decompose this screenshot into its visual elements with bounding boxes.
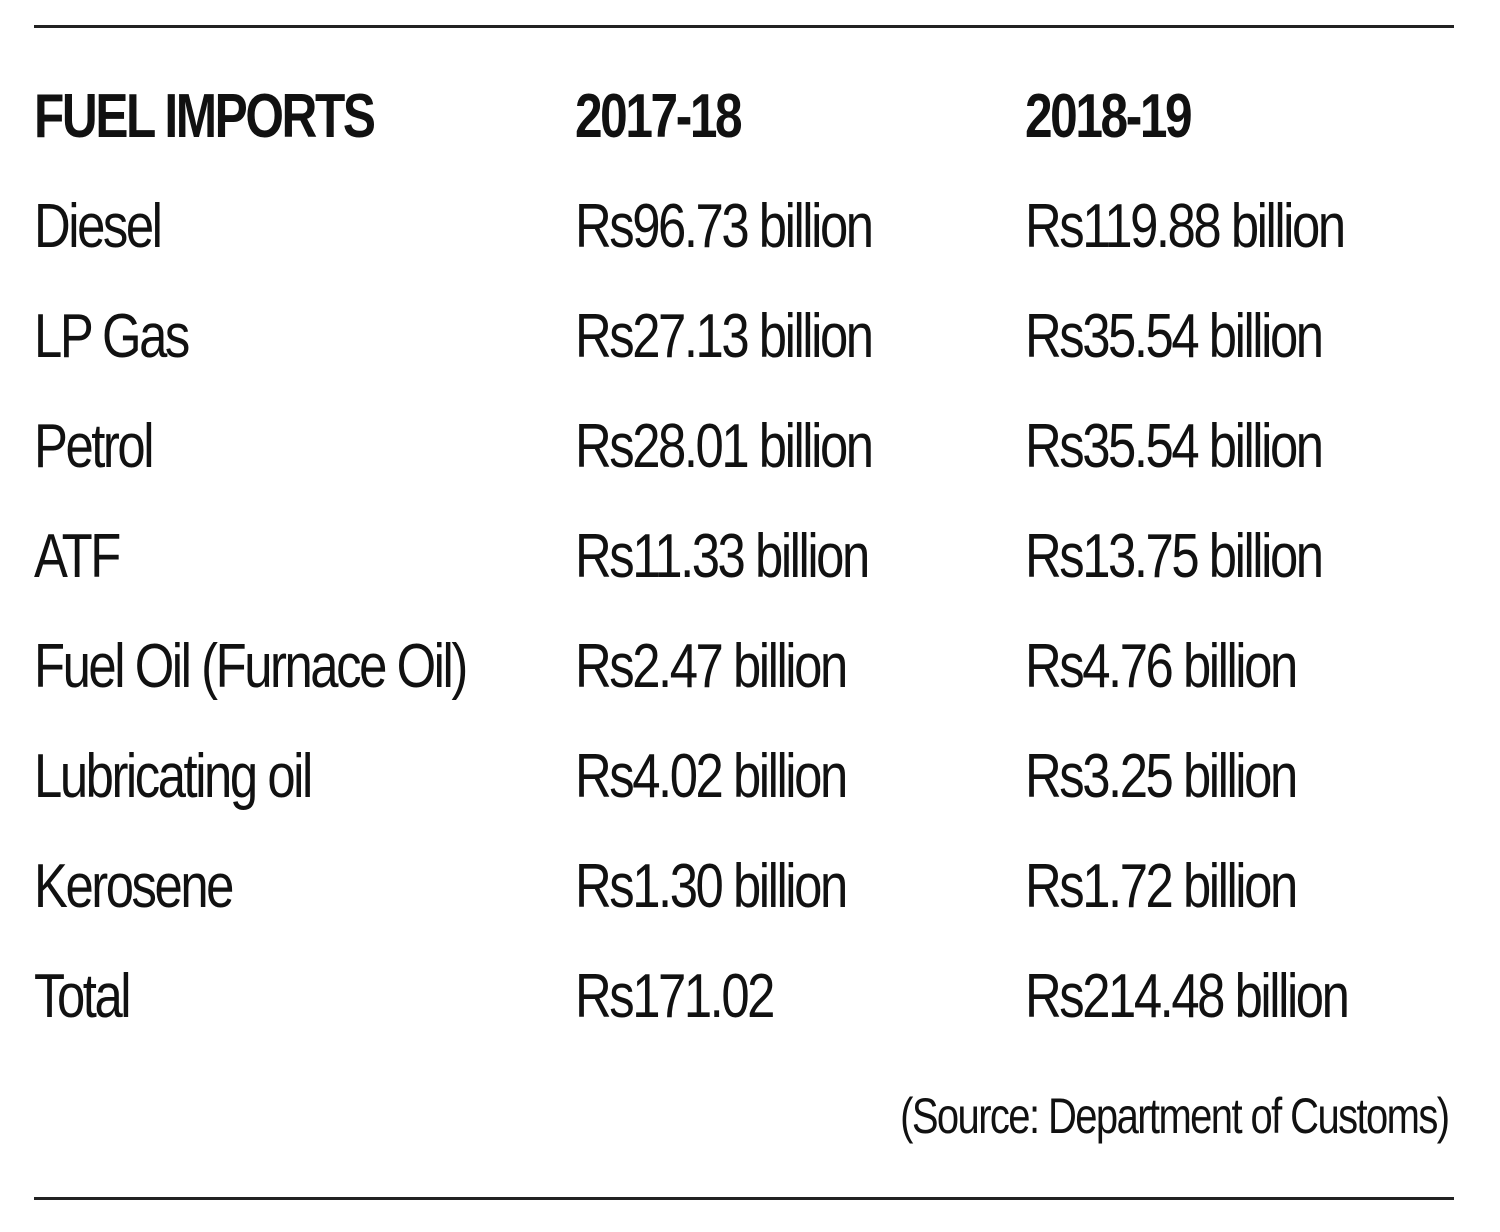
table-row-total: Total Rs171.02 Rs214.48 billion <box>34 942 1454 1052</box>
value-2018-19: Rs214.48 billion <box>1025 962 1350 1031</box>
value-2017-18: Rs2.47 billion <box>575 632 848 701</box>
value-2018-19: Rs35.54 billion <box>1025 412 1324 481</box>
fuel-name: Lubricating oil <box>34 742 313 811</box>
table-header-row: FUEL IMPORTS 2017-18 2018-19 <box>34 62 1454 172</box>
value-2017-18: Rs28.01 billion <box>575 412 874 481</box>
value-2018-19: Rs35.54 billion <box>1025 302 1324 371</box>
table-row: Lubricating oil Rs4.02 billion Rs3.25 bi… <box>34 722 1454 832</box>
fuel-name: Fuel Oil (Furnace Oil) <box>34 632 468 701</box>
value-2018-19: Rs4.76 billion <box>1025 632 1298 701</box>
fuel-name: Petrol <box>34 412 155 481</box>
value-2017-18: Rs96.73 billion <box>575 192 874 261</box>
table-row: LP Gas Rs27.13 billion Rs35.54 billion <box>34 282 1454 392</box>
fuel-name: Total <box>34 962 132 1031</box>
table-row: Kerosene Rs1.30 billion Rs1.72 billion <box>34 832 1454 942</box>
value-2018-19: Rs13.75 billion <box>1025 522 1324 591</box>
top-rule <box>34 25 1454 28</box>
table-row: Diesel Rs96.73 billion Rs119.88 billion <box>34 172 1454 282</box>
value-2018-19: Rs3.25 billion <box>1025 742 1298 811</box>
value-2017-18: Rs4.02 billion <box>575 742 848 811</box>
value-2017-18: Rs11.33 billion <box>575 522 870 591</box>
bottom-rule <box>34 1197 1454 1200</box>
header-2017-18: 2017-18 <box>575 82 743 151</box>
value-2018-19: Rs119.88 billion <box>1025 192 1346 261</box>
fuel-imports-table: FUEL IMPORTS 2017-18 2018-19 Diesel Rs96… <box>34 62 1454 1052</box>
value-2017-18: Rs1.30 billion <box>575 852 848 921</box>
header-2018-19: 2018-19 <box>1025 82 1193 151</box>
fuel-name: ATF <box>34 522 121 591</box>
fuel-name: Diesel <box>34 192 163 261</box>
source-note: (Source: Department of Customs) <box>899 1088 1450 1144</box>
header-fuel-imports: FUEL IMPORTS <box>34 82 376 151</box>
value-2017-18: Rs171.02 <box>575 962 775 1031</box>
table-row: ATF Rs11.33 billion Rs13.75 billion <box>34 502 1454 612</box>
fuel-name: Kerosene <box>34 852 234 921</box>
value-2017-18: Rs27.13 billion <box>575 302 874 371</box>
value-2018-19: Rs1.72 billion <box>1025 852 1298 921</box>
fuel-name: LP Gas <box>34 302 190 371</box>
table-row: Petrol Rs28.01 billion Rs35.54 billion <box>34 392 1454 502</box>
table-row: Fuel Oil (Furnace Oil) Rs2.47 billion Rs… <box>34 612 1454 722</box>
